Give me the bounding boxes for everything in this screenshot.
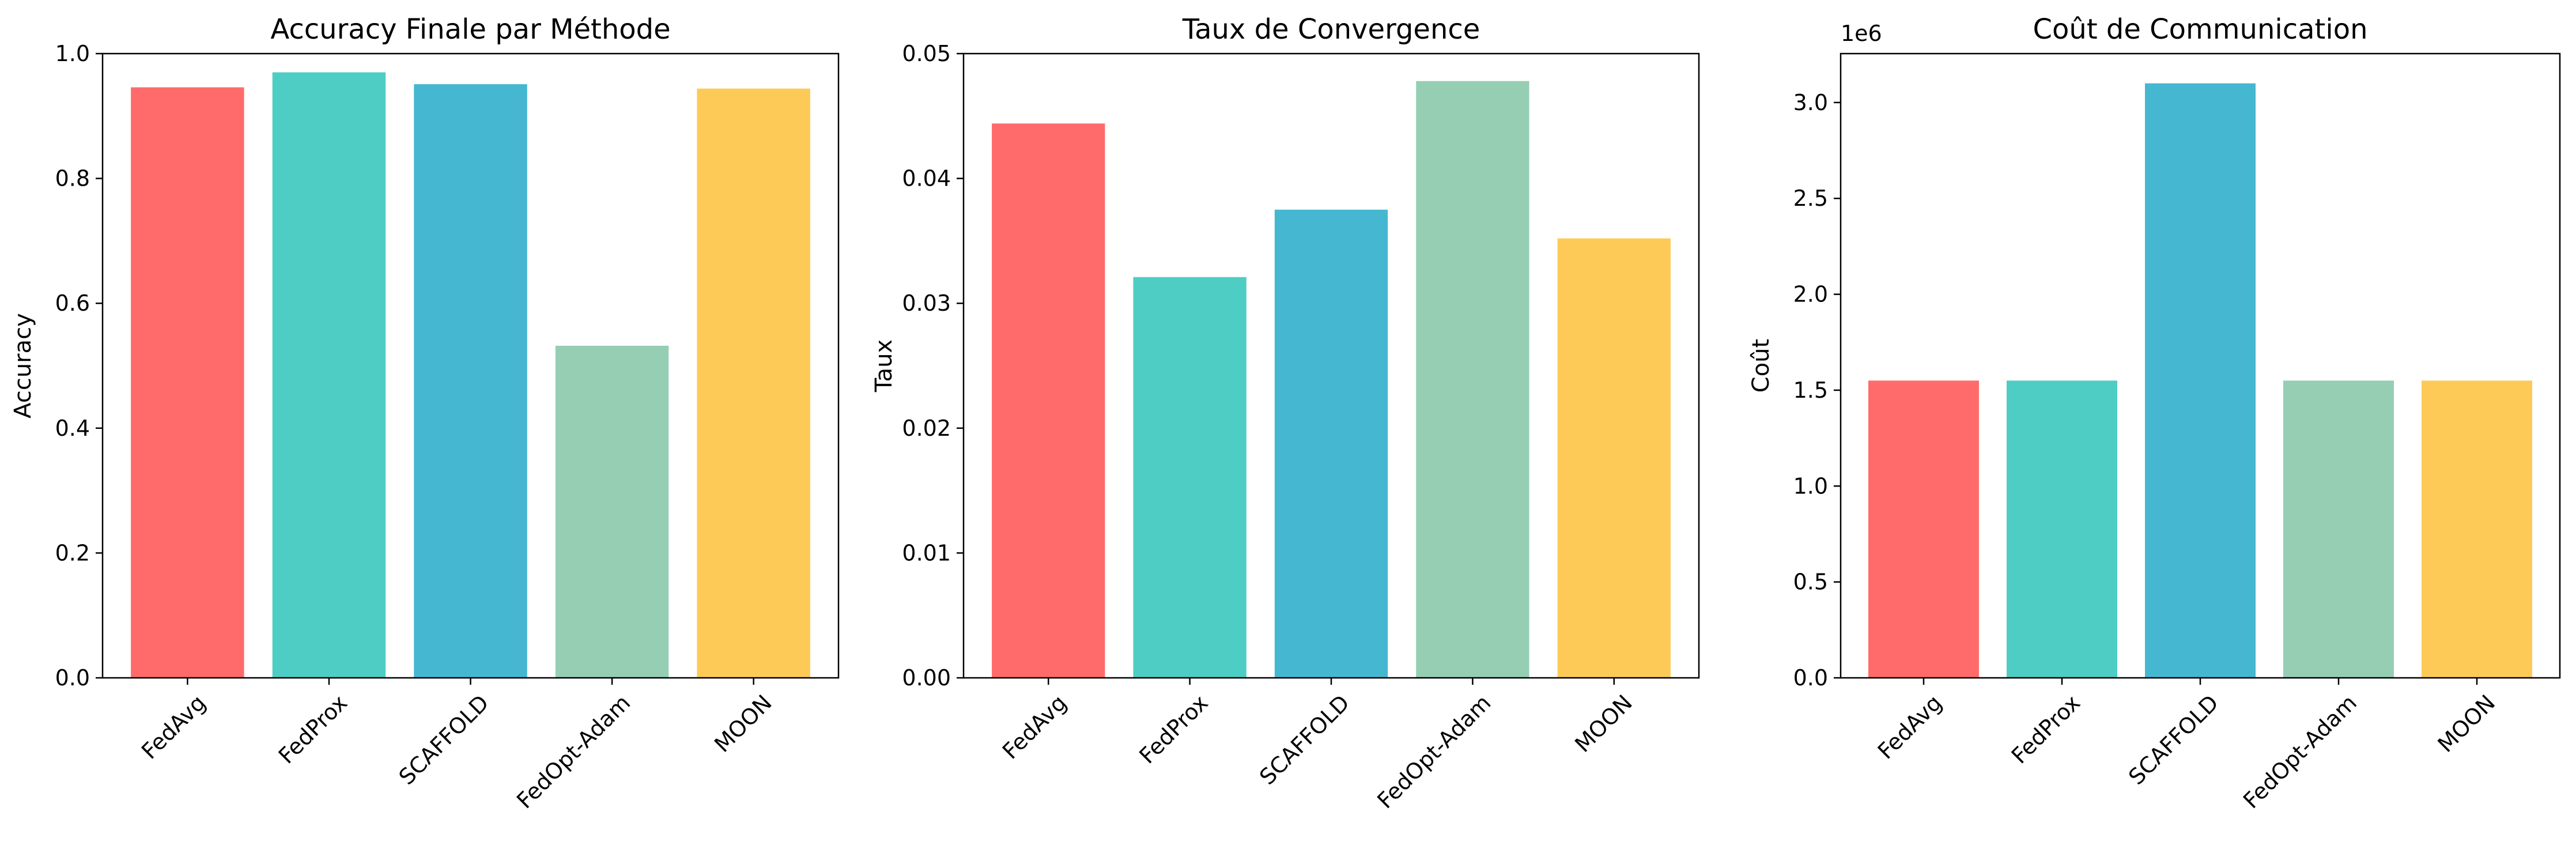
y-tick-label: 0.4	[55, 416, 90, 441]
y-axis-label: Taux	[871, 339, 897, 393]
y-tick-label: 0.05	[902, 41, 951, 66]
x-tick-label: FedProx	[1134, 690, 1213, 768]
y-tick-label: 1.0	[1793, 473, 1828, 499]
bar-moon	[2422, 380, 2532, 678]
chart-panel-1: 0.0 0.2 0.4 0.6 0.8 1.0 FedAvg FedProx SCAFFOLD F…	[10, 13, 840, 813]
y-offset-label: 1e6	[1841, 21, 1882, 46]
x-tick-label: MOON	[1570, 690, 1637, 757]
y-tick-label: 0.0	[55, 665, 90, 691]
y-axis-label: Coût	[1748, 339, 1774, 393]
y-tick-label: 0.00	[902, 665, 951, 691]
x-tick-label: FedOpt-Adam	[512, 690, 635, 813]
x-tick-label: MOON	[2433, 690, 2500, 757]
bar-fedprox	[1133, 277, 1247, 678]
chart-title: Taux de Convergence	[1182, 13, 1480, 46]
bar-fedprox	[2007, 380, 2117, 678]
x-tick-label: MOON	[709, 690, 777, 757]
bar-fedopt-adam	[555, 345, 669, 678]
y-tick-label: 0.04	[902, 166, 951, 191]
bar-scaffold	[414, 84, 527, 678]
y-tick-label: 2.5	[1793, 186, 1828, 211]
y-axis-label: Accuracy	[10, 313, 36, 418]
x-tick-label: FedAvg	[998, 690, 1071, 764]
x-tick-label: SCAFFOLD	[394, 690, 494, 790]
y-tick-label: 0.2	[55, 540, 90, 565]
bar-fedavg	[131, 87, 244, 678]
bar-scaffold	[2145, 83, 2256, 678]
bar-fedopt-adam	[2283, 380, 2394, 678]
bar-moon	[697, 88, 810, 678]
y-tick-label: 3.0	[1793, 90, 1828, 115]
x-tick-label: FedProx	[274, 690, 352, 768]
y-tick-label: 0.0	[1793, 665, 1828, 691]
x-tick-label: SCAFFOLD	[1255, 690, 1354, 790]
bar-fedavg	[1868, 380, 1979, 678]
chart-title: Coût de Communication	[2033, 13, 2368, 46]
y-tick-label: 1.5	[1793, 378, 1828, 403]
chart-panel-2: 0.00 0.01 0.02 0.03 0.04 0.05 FedAvg FedProx SCA…	[871, 13, 1700, 813]
bar-scaffold	[1274, 209, 1388, 678]
bar-fedavg	[992, 123, 1105, 678]
chart-title: Accuracy Finale par Méthode	[270, 13, 670, 46]
y-tick-label: 1.0	[55, 41, 90, 66]
y-tick-label: 0.5	[1793, 569, 1828, 595]
x-tick-label: FedOpt-Adam	[2238, 690, 2362, 813]
bar-fedopt-adam	[1416, 81, 1529, 678]
x-tick-label: FedOpt-Adam	[1372, 690, 1495, 813]
y-tick-label: 2.0	[1793, 282, 1828, 307]
y-tick-label: 0.03	[902, 291, 951, 316]
x-tick-label: FedAvg	[1873, 690, 1947, 764]
y-tick-label: 0.02	[902, 416, 951, 441]
bar-moon	[1557, 238, 1671, 678]
y-tick-label: 0.8	[55, 166, 90, 191]
bar-fedprox	[272, 72, 386, 678]
x-tick-label: FedAvg	[137, 690, 210, 764]
y-tick-label: 0.6	[55, 291, 90, 316]
y-tick-label: 0.01	[902, 540, 951, 565]
x-tick-label: SCAFFOLD	[2124, 690, 2223, 790]
chart-panel-3: 0.0 0.5 1.0 1.5 2.0 2.5 3.0 FedAvg FedProx SCAFFO…	[1748, 13, 2561, 813]
x-tick-label: FedProx	[2007, 690, 2085, 768]
